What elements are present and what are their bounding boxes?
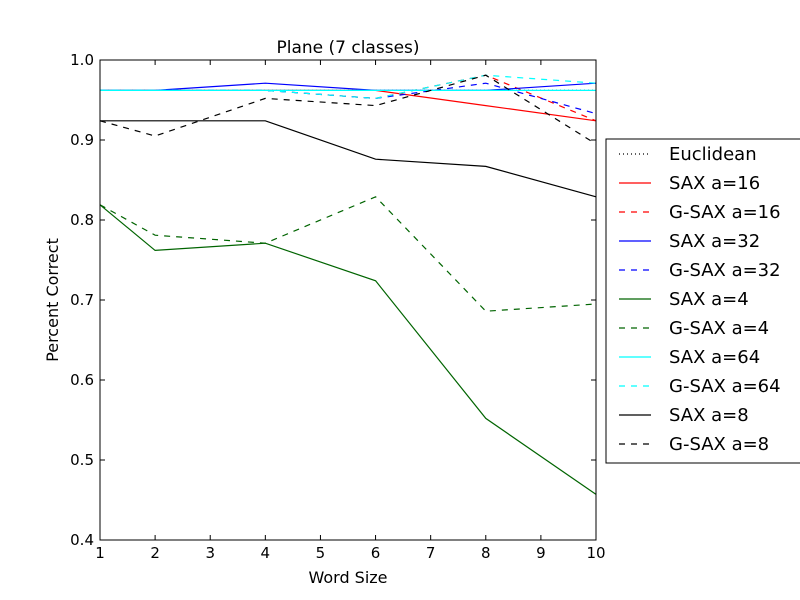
y-tick-label: 0.5	[70, 451, 94, 469]
y-tick-label: 0.4	[70, 531, 94, 549]
legend-label-9: SAX a=8	[669, 405, 749, 426]
x-tick-label: 3	[205, 544, 215, 562]
x-axis-label: Word Size	[308, 568, 387, 587]
y-axis-label: Percent Correct	[43, 238, 62, 362]
plot-area: 1 2 3 4 5 6 7 8 9 10 0.4 0.5 0.6 0.7 0.8 0.9 1.0	[70, 51, 605, 562]
series-line-10	[99, 74, 597, 145]
legend-label-5: SAX a=4	[669, 289, 749, 310]
legend: Euclidean SAX a=16 G-SAX a=16 SAX a=32 G-SAX…	[605, 138, 800, 464]
x-tick-label: 5	[316, 544, 326, 562]
series-line-5	[99, 204, 597, 495]
y-tick-label: 0.8	[70, 211, 94, 229]
x-tick-label: 9	[536, 544, 546, 562]
chart-title: Plane (7 classes)	[276, 38, 419, 58]
legend-items: Euclidean SAX a=16 G-SAX a=16 SAX a=32 G-SAX…	[619, 144, 781, 455]
legend-label-6: G-SAX a=4	[669, 318, 769, 339]
legend-frame	[605, 138, 800, 464]
legend-label-4: G-SAX a=32	[669, 260, 781, 281]
plot-background	[100, 60, 596, 540]
x-tick-label: 10	[586, 544, 605, 562]
y-tick-label: 0.9	[70, 131, 94, 149]
x-tick-label: 2	[150, 544, 160, 562]
series-line-9	[100, 120, 597, 198]
y-axis-ticks: 0.4 0.5 0.6 0.7 0.8 0.9 1.0	[70, 51, 596, 549]
legend-label-8: G-SAX a=64	[669, 376, 781, 397]
series-line-8	[100, 74, 597, 100]
x-tick-label: 8	[481, 544, 491, 562]
legend-label-2: G-SAX a=16	[669, 202, 781, 223]
x-axis-ticks: 1 2 3 4 5 6 7 8 9 10	[95, 60, 606, 562]
y-tick-label: 1.0	[70, 51, 94, 69]
x-tick-label: 6	[371, 544, 381, 562]
legend-label-3: SAX a=32	[669, 231, 760, 252]
legend-label-1: SAX a=16	[669, 173, 760, 194]
x-tick-label: 4	[261, 544, 271, 562]
series-layer	[99, 74, 597, 495]
y-tick-label: 0.7	[70, 291, 94, 309]
series-line-6	[99, 196, 597, 312]
legend-label-0: Euclidean	[669, 144, 757, 165]
x-tick-label: 7	[426, 544, 436, 562]
legend-label-10: G-SAX a=8	[669, 434, 769, 455]
x-tick-label: 1	[95, 544, 105, 562]
legend-label-7: SAX a=64	[669, 347, 760, 368]
y-tick-label: 0.6	[70, 371, 94, 389]
